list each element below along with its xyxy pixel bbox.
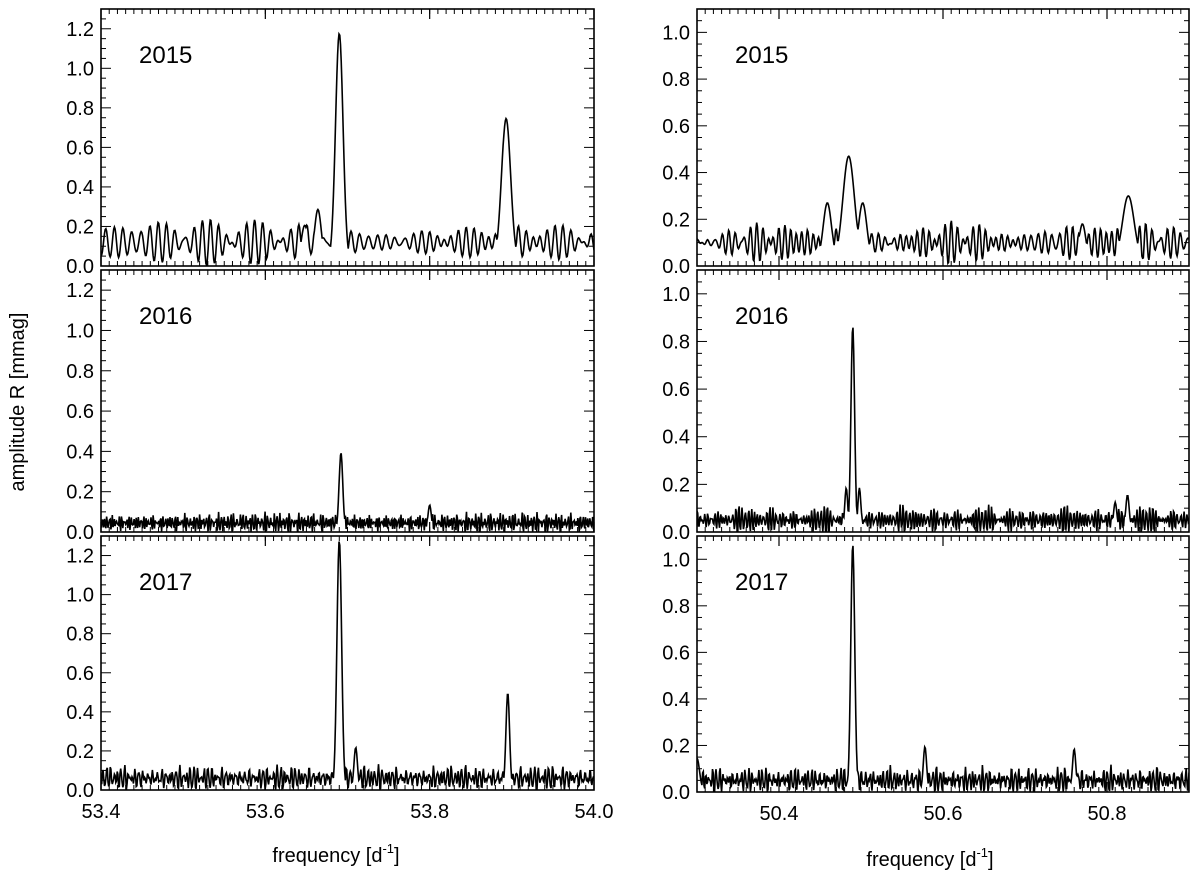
panel-right-middle: 0.0 0.2 0.4 0.6 0.8 1.0 2016 xyxy=(662,269,1190,544)
y-tick-label: 1.2 xyxy=(66,280,94,302)
x-axis-label-right-sup: -1 xyxy=(976,845,988,860)
panel-frame xyxy=(696,269,1190,533)
panel-year-label: 2015 xyxy=(139,42,192,69)
panel-left-top: 0.0 0.2 0.4 0.6 0.8 1.0 1.2 2015 xyxy=(66,8,595,278)
panel-frame xyxy=(100,535,595,791)
y-tick-label: 0.8 xyxy=(66,624,94,646)
y-tick-label: 0.2 xyxy=(662,735,690,757)
panel-right-bottom: 0.0 0.2 0.4 0.6 0.8 1.0 50.4 50.6 50.8 2017 xyxy=(662,535,1190,825)
y-tick-label: 0.0 xyxy=(662,782,690,804)
amplitude-spectrum-line xyxy=(697,155,1189,266)
y-tick-label: 0.0 xyxy=(66,256,94,278)
y-tick-label: 0.6 xyxy=(662,379,690,401)
y-tick-label: 0.4 xyxy=(66,702,94,724)
panel-right-top: 0.0 0.2 0.4 0.6 0.8 1.0 2015 xyxy=(662,8,1190,278)
panel-frame xyxy=(100,269,595,533)
y-tick-label: 0.6 xyxy=(662,642,690,664)
x-tick-label: 50.6 xyxy=(924,803,963,825)
y-tick-label: 0.8 xyxy=(662,69,690,91)
amplitude-spectrum-line xyxy=(101,453,594,532)
y-tick-label: 0.8 xyxy=(662,596,690,618)
y-tick-label: 0.4 xyxy=(662,163,690,185)
y-tick-label: 1.2 xyxy=(66,19,94,41)
y-tick-label: 0.0 xyxy=(662,256,690,278)
panel-year-label: 2017 xyxy=(735,569,788,596)
panel-year-label: 2017 xyxy=(139,569,192,596)
x-tick-label: 53.6 xyxy=(246,801,285,823)
amplitude-spectrum-line xyxy=(101,31,594,266)
y-tick-label: 1.0 xyxy=(66,585,94,607)
y-axis-label: amplitude R [mmag] xyxy=(7,313,29,492)
y-tick-label: 0.0 xyxy=(66,522,94,544)
y-tick-label: 0.4 xyxy=(66,177,94,199)
y-tick-label: 0.2 xyxy=(66,482,94,504)
y-tick-label: 0.2 xyxy=(66,216,94,238)
x-axis-label-right-main: frequency [d xyxy=(866,849,976,871)
x-axis-label-left-sup: -1 xyxy=(382,841,394,856)
y-tick-label: 0.6 xyxy=(66,663,94,685)
y-tick-label: 1.0 xyxy=(66,320,94,342)
y-tick-label: 1.0 xyxy=(662,284,690,306)
y-tick-label: 0.4 xyxy=(66,441,94,463)
x-tick-label: 53.8 xyxy=(410,801,449,823)
y-tick-label: 0.2 xyxy=(662,474,690,496)
panel-frame xyxy=(696,8,1190,267)
panel-left-middle: 0.0 0.2 0.4 0.6 0.8 1.0 1.2 2016 xyxy=(66,269,595,544)
panel-year-label: 2016 xyxy=(735,303,788,330)
y-tick-label: 0.2 xyxy=(662,209,690,231)
y-tick-label: 0.8 xyxy=(66,98,94,120)
x-axis-label-left: frequency [d-1] xyxy=(272,841,399,867)
y-tick-label: 0.0 xyxy=(66,780,94,802)
y-tick-label: 0.8 xyxy=(66,361,94,383)
panel-frame xyxy=(696,535,1190,793)
y-tick-label: 1.0 xyxy=(66,58,94,80)
panels: 0.0 0.2 0.4 0.6 0.8 1.0 1.2 2015 0.0 0.2 0.4 0.6 0.8… xyxy=(66,8,1190,825)
x-axis-label-left-main: frequency [d xyxy=(272,845,382,867)
x-axis-label-left-end: ] xyxy=(394,845,400,867)
panel-frame xyxy=(100,8,595,267)
y-tick-label: 0.6 xyxy=(66,137,94,159)
y-tick-label: 1.0 xyxy=(662,22,690,44)
y-tick-label: 0.0 xyxy=(662,522,690,544)
x-tick-label: 50.4 xyxy=(760,803,799,825)
y-tick-label: 1.2 xyxy=(66,546,94,568)
y-tick-label: 0.8 xyxy=(662,331,690,353)
amplitude-spectrum-line xyxy=(697,545,1189,792)
y-tick-label: 0.4 xyxy=(662,689,690,711)
y-tick-label: 0.6 xyxy=(66,401,94,423)
x-axis-label-right: frequency [d-1] xyxy=(866,845,993,871)
panel-year-label: 2015 xyxy=(735,42,788,69)
y-tick-label: 0.2 xyxy=(66,741,94,763)
amplitude-spectrum-line xyxy=(697,327,1189,532)
amplitude-spectrum-line xyxy=(101,541,594,790)
y-tick-label: 1.0 xyxy=(662,549,690,571)
x-tick-label: 53.4 xyxy=(82,801,121,823)
panel-year-label: 2016 xyxy=(139,303,192,330)
x-tick-label: 54.0 xyxy=(575,801,614,823)
x-axis-label-right-end: ] xyxy=(988,849,994,871)
panel-left-bottom: 0.0 0.2 0.4 0.6 0.8 1.0 1.2 53.4 53.6 53.8 54.0 201… xyxy=(66,535,614,823)
x-tick-label: 50.8 xyxy=(1088,803,1127,825)
y-tick-label: 0.6 xyxy=(662,116,690,138)
y-tick-label: 0.4 xyxy=(662,427,690,449)
